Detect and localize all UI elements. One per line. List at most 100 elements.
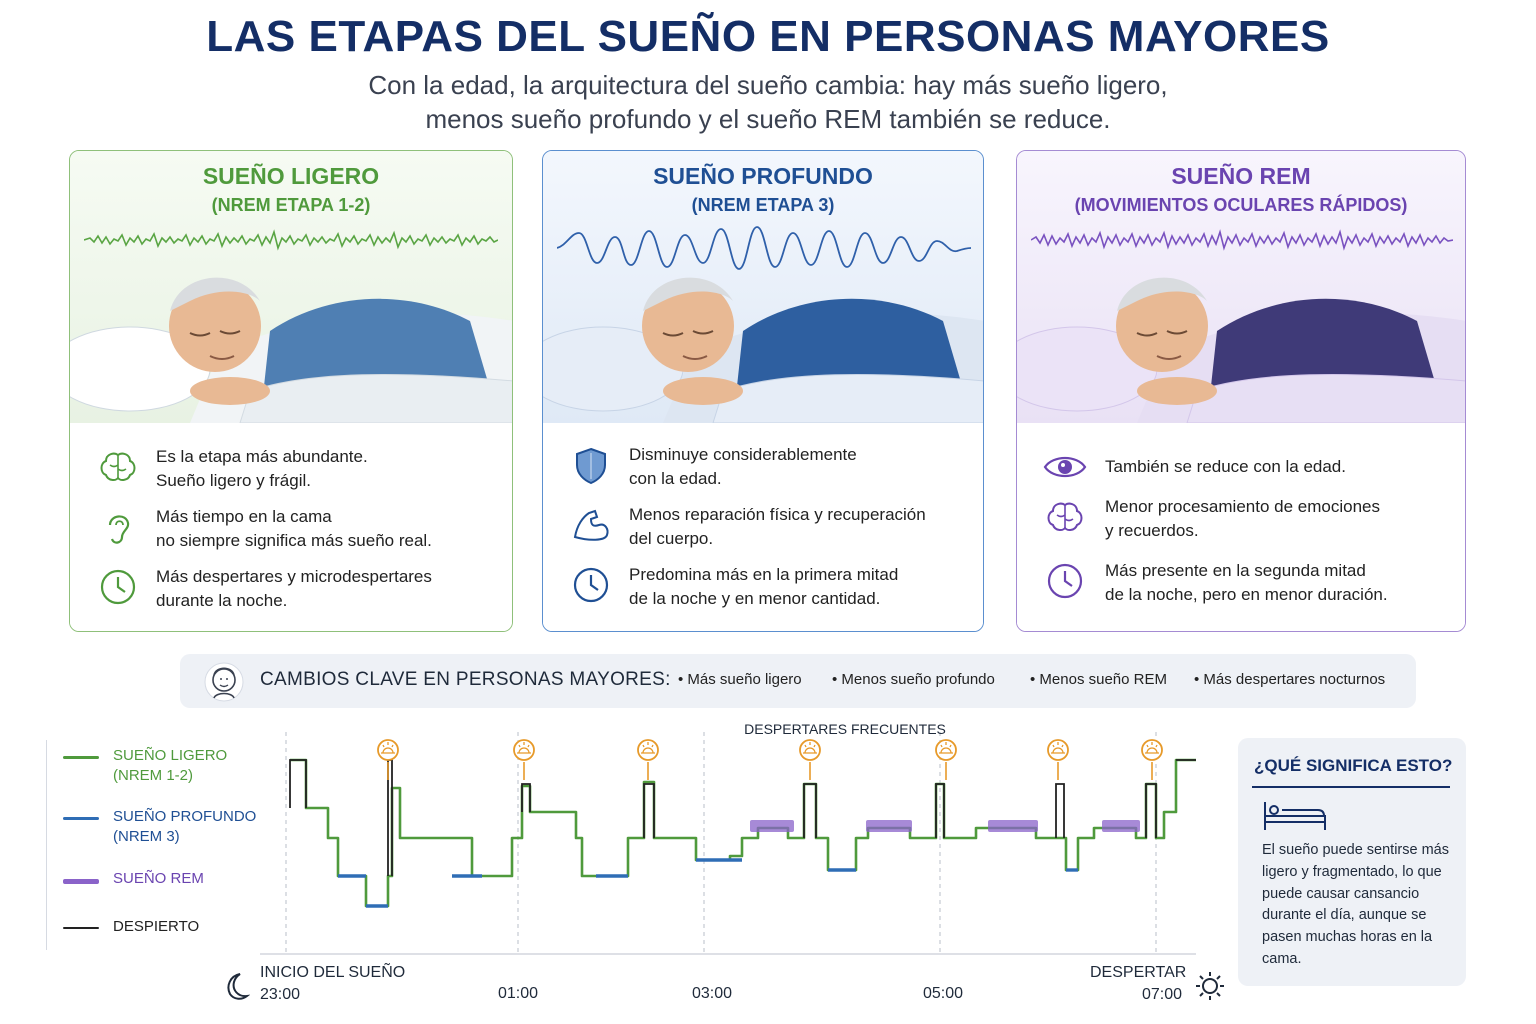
sunrise-icon-glyph: [803, 742, 817, 754]
elderly-face-icon: [204, 662, 244, 702]
brain-icon: [100, 452, 136, 481]
legend-swatch: [63, 756, 99, 759]
sleep-start-label: INICIO DEL SUEÑO 23:00: [260, 962, 405, 1006]
bullet-line-1: Es la etapa más abundante.: [156, 447, 368, 466]
awake-spike: [289, 759, 307, 808]
legend-label: SUEÑO LIGERO: [113, 747, 228, 764]
bullet-line-2: del cuerpo.: [629, 529, 714, 548]
brainwave-deep: [557, 226, 971, 270]
rem-sleep-block: [750, 820, 794, 832]
sleeping-man-illustration: [70, 277, 512, 423]
awake-spike: [935, 783, 945, 838]
page-subtitle: Con la edad, la arquitectura del sueño c…: [0, 68, 1536, 136]
card-deep-sleep: SUEÑO PROFUNDO (NREM ETAPA 3) Disminuye …: [542, 150, 984, 632]
bullet-item: Es la etapa más abundante. Sueño ligero y…: [96, 445, 502, 495]
rem-sleep-block: [1102, 820, 1140, 832]
card-rem-sleep: SUEÑO REM (MOVIMIENTOS OCULARES RÁPIDOS)…: [1016, 150, 1466, 632]
sunrise-icon-glyph: [1051, 742, 1065, 754]
bullet-line-1: Predomina más en la primera mitad: [629, 565, 899, 584]
wake-marker: [377, 739, 399, 780]
awake-spike: [803, 783, 817, 838]
bullet-line-1: Más tiempo en la cama: [156, 507, 332, 526]
subtitle-line-2: menos sueño profundo y el sueño REM tamb…: [425, 104, 1111, 134]
hypnogram-annotation: DESPERTARES FRECUENTES: [744, 722, 946, 737]
hypnogram-segments: [289, 758, 1196, 908]
sunrise-icon-glyph: [1145, 742, 1159, 754]
sunrise-icon-glyph: [641, 742, 655, 754]
card-light-sleep: SUEÑO LIGERO (NREM ETAPA 1-2) Es la etap…: [69, 150, 513, 632]
muscle-icon: [573, 509, 609, 541]
bullet-line-2: con la edad.: [629, 469, 722, 488]
tick-label: 07:00: [1141, 986, 1182, 1003]
legend-label-sub: (NREM 3): [113, 828, 180, 845]
wake-up-label: DESPERTAR 07:00: [1090, 962, 1186, 1006]
hypnogram-grid: [285, 732, 1157, 954]
awake-spike: [643, 783, 655, 838]
hypnogram-chart: DESPERTARES FRECUENTES: [260, 722, 1196, 955]
card-bullets: Disminuye considerablemente con la edad. …: [543, 423, 983, 631]
bullet-line-2: de la noche y en menor cantidad.: [629, 589, 881, 608]
wake-markers: [377, 739, 1163, 780]
sunrise-icon-glyph: [381, 742, 395, 754]
rem-sleep-block: [866, 820, 912, 832]
bullet-line-1: Menor procesamiento de emociones: [1105, 497, 1380, 516]
legend-label-sub: (NREM 1-2): [113, 767, 194, 784]
bullet-line-1: Disminuye considerablemente: [629, 445, 857, 464]
bullet-item: Predomina más en la primera mitad de la n…: [569, 563, 973, 613]
card-header: SUEÑO REM (MOVIMIENTOS OCULARES RÁPIDOS): [1017, 151, 1465, 423]
bullet-item: Más tiempo en la cama no siempre signific…: [96, 505, 502, 555]
bullet-line-1: Más despertares y microdespertares: [156, 567, 432, 586]
awake-spike: [1055, 783, 1065, 838]
bullet-line-1: Menos reparación física y recuperación: [629, 505, 926, 524]
sleeping-man-illustration: [1017, 277, 1465, 423]
card-subtitle: (NREM ETAPA 1-2): [211, 195, 371, 215]
brainwave-rem: [1031, 229, 1453, 251]
tick-label: 05:00: [923, 985, 964, 1002]
shield-icon: [576, 447, 606, 485]
bullet-line-1: También se reduce con la edad.: [1105, 457, 1346, 476]
rem-sleep-block: [988, 820, 1038, 832]
tick-label: 01:00: [498, 985, 539, 1002]
awake-spike: [521, 783, 531, 812]
bullet-line-2: durante la noche.: [156, 591, 288, 610]
sunrise-icon-glyph: [939, 742, 953, 754]
card-header: SUEÑO PROFUNDO (NREM ETAPA 3): [543, 151, 983, 423]
bullet-line-2: Sueño ligero y frágil.: [156, 471, 311, 490]
card-bullets: También se reduce con la edad. Menor pro…: [1017, 423, 1465, 631]
meaning-panel: ¿QUÉ SIGNIFICA ESTO? El sueño puede sent…: [1238, 738, 1466, 986]
bullet-item: Menor procesamiento de emociones y recuer…: [1043, 495, 1455, 545]
ear-icon: [108, 515, 130, 544]
awake-spike: [1145, 783, 1157, 838]
wake-marker: [513, 739, 535, 780]
card-header: SUEÑO LIGERO (NREM ETAPA 1-2): [70, 151, 512, 423]
sun-icon: [1196, 972, 1224, 1000]
bed-icon: [1264, 802, 1326, 830]
wake-marker: [1141, 739, 1163, 780]
legend-swatch: [63, 879, 99, 884]
wake-marker: [1047, 739, 1069, 780]
clock-icon: [100, 569, 136, 605]
subtitle-line-1: Con la edad, la arquitectura del sueño c…: [368, 70, 1168, 100]
brainwave-light: [84, 229, 498, 251]
key-changes-bar: CAMBIOS CLAVE EN PERSONAS MAYORES: • Más…: [180, 654, 1416, 708]
tick-label: 23:00: [260, 986, 301, 1003]
card-title: SUEÑO LIGERO: [202, 163, 380, 189]
key-change-item: • Menos sueño profundo: [832, 671, 995, 688]
moon-icon: [227, 973, 250, 1000]
clock-icon: [1047, 563, 1083, 599]
key-changes-label: CAMBIOS CLAVE EN PERSONAS MAYORES:: [260, 669, 671, 690]
legend-label: SUEÑO PROFUNDO: [113, 808, 257, 825]
wake-marker: [935, 739, 957, 780]
bullet-line-2: y recuerdos.: [1105, 521, 1199, 540]
key-change-item: • Más sueño ligero: [678, 671, 802, 688]
bullet-item: Disminuye considerablemente con la edad.: [569, 443, 973, 493]
light-sleep-trace: [290, 758, 1196, 908]
meaning-body: El sueño puede sentirse más ligero y fra…: [1262, 842, 1449, 967]
eye-icon: [1043, 456, 1087, 478]
bullet-item: También se reduce con la edad.: [1043, 445, 1455, 495]
wake-marker: [637, 739, 659, 780]
clock-icon: [573, 567, 609, 603]
tick-label: 03:00: [692, 985, 733, 1002]
sleeping-man-illustration: [543, 277, 983, 423]
card-subtitle: (MOVIMIENTOS OCULARES RÁPIDOS): [1074, 195, 1408, 215]
